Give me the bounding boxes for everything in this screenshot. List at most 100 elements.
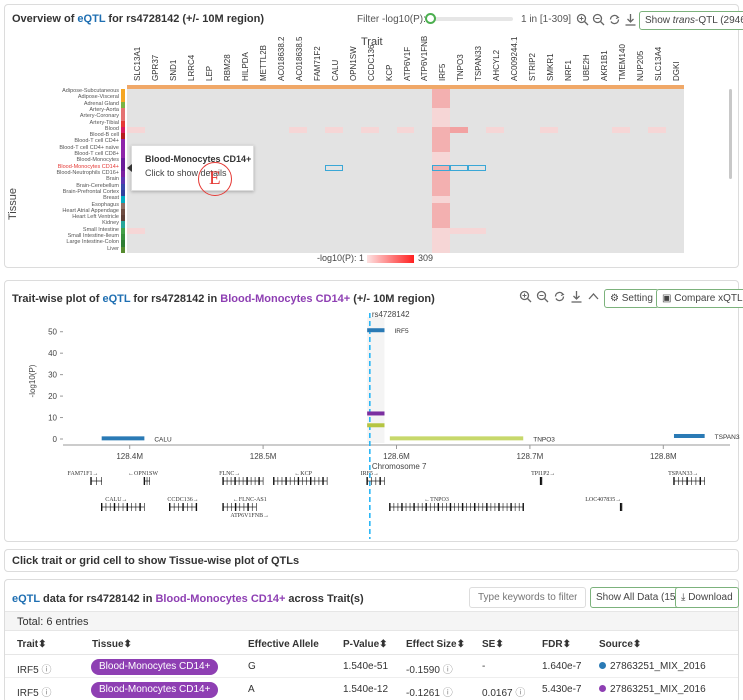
table-filter-input[interactable] (469, 587, 586, 608)
heatmap-cell-selected[interactable] (450, 164, 469, 171)
heatmap-cell[interactable] (432, 208, 451, 216)
tissue-label[interactable]: Blood-T cell CD8+ (74, 151, 119, 158)
heatmap-cell-selected[interactable] (324, 164, 343, 171)
trait-label[interactable]: OPN1SW (348, 46, 358, 81)
heatmap-cell[interactable] (127, 126, 145, 134)
tissue-label[interactable]: Artery-Aorta (89, 106, 119, 113)
trait-label[interactable]: TNPO3 (456, 54, 466, 81)
tissue-label[interactable]: Heart Left Ventricle (72, 214, 119, 221)
tissue-label[interactable]: Brain (106, 176, 119, 183)
trait-label[interactable]: CCDC136 (366, 44, 376, 81)
heatmap-cell[interactable] (432, 202, 451, 209)
tissue-label[interactable]: Esophagus (91, 201, 119, 208)
header-fdr[interactable]: FDR⬍ (542, 639, 571, 650)
heatmap-cell[interactable] (432, 95, 451, 102)
heatmap-cell[interactable] (432, 189, 451, 197)
gene-label[interactable]: ←KCP (294, 471, 312, 477)
zoom-out-icon[interactable] (592, 13, 605, 26)
trait-bar[interactable] (367, 328, 385, 333)
gene-label[interactable]: IRF5→ (361, 471, 379, 477)
gene-label[interactable]: CALU→ (105, 497, 127, 503)
heatmap-cell[interactable] (648, 126, 667, 134)
tooltip[interactable]: Blood-Monocytes CD14+ Click to show deta… (127, 145, 254, 191)
tissue-label[interactable]: Adrenal Gland (83, 100, 119, 107)
refresh-icon[interactable] (553, 290, 566, 303)
heatmap-cell[interactable] (324, 126, 343, 134)
tissue-label[interactable]: Small Intestine (82, 226, 119, 233)
gene-label[interactable]: ←FLNC-AS1 (233, 497, 267, 503)
trait-label[interactable]: SMKR1 (546, 53, 556, 81)
cell-source[interactable]: 27863251_MIX_2016 (599, 684, 706, 695)
heatmap-cell[interactable] (486, 126, 505, 134)
tissue-label[interactable]: Blood-B cell (89, 132, 119, 139)
trait-bar[interactable] (389, 436, 524, 441)
collapse-icon[interactable] (587, 290, 600, 303)
trait-label[interactable]: LEP (204, 65, 214, 81)
trait-label[interactable]: SND1 (168, 59, 178, 81)
cell-trait[interactable]: IRF5 ⓘ (17, 688, 52, 699)
gene-label[interactable]: ←OPN1SW (128, 471, 158, 477)
trait-bar[interactable] (367, 411, 385, 416)
tissue-label[interactable]: Blood (104, 125, 119, 132)
heatmap-cell[interactable] (432, 221, 451, 228)
heatmap-cell[interactable] (127, 227, 145, 235)
trait-label[interactable]: AC018638.5 (294, 36, 304, 81)
heatmap-cell[interactable] (360, 126, 379, 134)
trait-label[interactable]: RBM28 (222, 54, 232, 81)
heatmap-cell[interactable] (396, 126, 415, 134)
trait-label[interactable]: GPR37 (150, 54, 160, 81)
tissue-label[interactable]: Adipose-Visceral (77, 94, 119, 101)
tissue-label[interactable]: Blood-T cell CD4+ (74, 138, 119, 145)
tissue-label[interactable]: Brain-Prefrontal Cortex (62, 188, 119, 195)
tissue-label[interactable]: Adipose-Subcutaneous (62, 88, 119, 94)
info-icon[interactable]: ⓘ (41, 665, 52, 676)
heatmap-cell[interactable] (432, 101, 451, 108)
header-source[interactable]: Source⬍ (599, 639, 642, 650)
trait-label[interactable]: TSPAN33 (474, 46, 484, 81)
trait-label[interactable]: AKR1B1 (600, 50, 610, 81)
tissue-label[interactable]: Small Intestine-Ileum (67, 233, 119, 240)
info-icon[interactable]: ⓘ (442, 688, 453, 699)
trait-label[interactable]: LRRC4 (186, 54, 196, 81)
trait-label[interactable]: SLC13A4 (654, 46, 664, 81)
gene-label[interactable]: TSPAN33→ (668, 471, 698, 477)
heatmap-scrollbar[interactable] (729, 89, 732, 179)
heatmap-cell[interactable] (540, 126, 559, 134)
header-pvalue[interactable]: P-Value⬍ (343, 639, 388, 650)
header-tissue[interactable]: Tissue⬍ (92, 639, 132, 650)
heatmap[interactable]: SLC13A1 GPR37 SND1 LRRC4 LEP RBM28 HILPDA METTL… (5, 5, 740, 269)
trait-label[interactable]: IRF5 (438, 63, 448, 81)
heatmap-cell-selected[interactable] (468, 164, 487, 171)
tissue-label[interactable]: Blood-Monocytes (76, 157, 120, 164)
heatmap-cell[interactable] (450, 126, 469, 134)
gene-label[interactable]: ATP6V1FNB→ (230, 513, 269, 519)
trait-label[interactable]: ATP6V1F (402, 46, 412, 81)
trait-label[interactable]: KCP (384, 64, 394, 81)
cell-tissue[interactable]: Blood-Monocytes CD14+ (91, 659, 219, 675)
trait-label[interactable]: AC018638.2 (276, 36, 286, 81)
cell-tissue[interactable]: Blood-Monocytes CD14+ (91, 682, 219, 698)
trait-label[interactable]: NUP205 (636, 50, 646, 81)
trait-bar[interactable] (101, 436, 145, 441)
heatmap-cell[interactable] (432, 227, 451, 235)
gene-label[interactable]: TPI1P2→ (531, 471, 555, 477)
compare-xqtl-button[interactable]: ▣ Compare xQTL (656, 289, 743, 308)
table-row[interactable]: IRF5 ⓘ Blood-Monocytes CD14+ A 1.540e-12… (5, 679, 738, 700)
heatmap-cell-selected[interactable] (432, 164, 451, 171)
heatmap-cell[interactable] (450, 227, 469, 235)
setting-button[interactable]: ⚙ Setting (604, 289, 659, 308)
gene-label[interactable]: FAM71F1→ (68, 471, 99, 477)
header-effect[interactable]: Effect Size⬍ (406, 639, 465, 650)
trait-bar[interactable] (367, 423, 385, 428)
tissue-label[interactable]: Blood-T cell CD4+ naïve (59, 144, 119, 151)
zoom-in-icon[interactable] (576, 13, 589, 26)
trait-label[interactable]: SLC13A1 (132, 46, 142, 81)
info-icon[interactable]: ⓘ (442, 665, 453, 676)
trait-label[interactable]: NRF1 (564, 60, 574, 81)
gene-label[interactable]: FLNC→ (219, 471, 240, 477)
cell-source[interactable]: 27863251_MIX_2016 (599, 661, 706, 672)
download-button[interactable]: ⤓ Download (675, 587, 739, 608)
heatmap-cell[interactable] (432, 171, 451, 178)
tissue-label[interactable]: Large Intestine-Colon (66, 239, 119, 246)
tissue-label[interactable]: Breast (103, 195, 119, 202)
